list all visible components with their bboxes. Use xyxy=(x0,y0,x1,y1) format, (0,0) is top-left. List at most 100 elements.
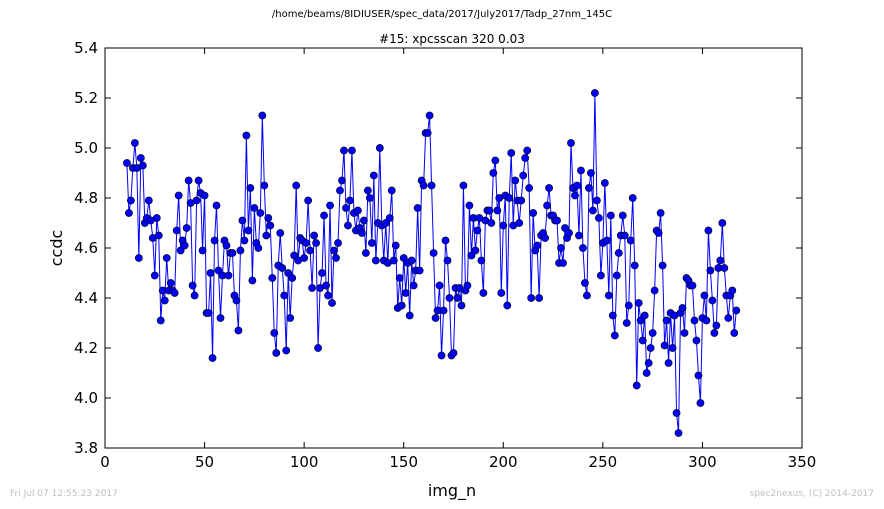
data-point xyxy=(156,316,165,325)
data-point xyxy=(453,294,462,302)
data-point xyxy=(600,179,609,187)
data-point xyxy=(638,336,647,345)
data-point xyxy=(559,259,567,267)
y-tick-label: 3.8 xyxy=(74,439,98,457)
data-point xyxy=(312,239,320,247)
data-point xyxy=(166,279,175,287)
data-point xyxy=(589,206,597,215)
data-point xyxy=(608,311,617,320)
chart-title: #15: xpcsscan 320 0.03 xyxy=(379,32,525,46)
data-point xyxy=(385,214,394,222)
footer-timestamp: Fri Jul 07 12:55:23 2017 xyxy=(10,489,118,499)
data-point xyxy=(680,329,689,337)
data-point xyxy=(250,204,259,212)
data-point xyxy=(216,314,225,322)
data-point xyxy=(596,271,605,280)
y-tick-label: 4.0 xyxy=(74,389,98,407)
data-point xyxy=(397,301,406,310)
data-point xyxy=(258,111,267,120)
y-tick-label: 4.4 xyxy=(74,289,98,307)
data-point xyxy=(712,321,721,330)
data-point xyxy=(136,154,145,162)
series-line xyxy=(126,92,737,434)
data-point xyxy=(730,329,739,337)
data-point xyxy=(493,206,502,215)
data-point xyxy=(720,264,729,272)
data-point xyxy=(587,169,595,177)
data-point xyxy=(423,129,432,137)
data-point xyxy=(240,236,249,245)
data-point xyxy=(732,306,741,315)
data-point xyxy=(612,271,621,280)
data-point xyxy=(604,291,613,300)
data-point xyxy=(710,329,719,337)
data-point xyxy=(523,146,532,155)
data-point xyxy=(369,171,378,180)
data-point xyxy=(630,261,639,270)
data-point xyxy=(389,256,398,265)
data-point xyxy=(457,301,466,310)
data-point xyxy=(533,241,542,250)
data-point xyxy=(429,249,438,257)
data-point xyxy=(515,219,524,227)
data-point xyxy=(371,256,380,265)
data-point xyxy=(592,196,601,205)
data-point xyxy=(439,306,448,315)
data-point xyxy=(282,346,291,355)
data-point xyxy=(497,289,506,297)
data-point xyxy=(702,316,711,325)
data-point xyxy=(445,294,454,302)
data-point xyxy=(395,274,404,282)
figure-suptitle: /home/beams/8IDIUSER/spec_data/2017/July… xyxy=(271,9,613,20)
data-point xyxy=(304,196,313,205)
data-point xyxy=(348,146,356,155)
data-point xyxy=(622,319,631,327)
data-point xyxy=(594,214,603,222)
data-point xyxy=(614,249,623,257)
data-point xyxy=(206,269,215,277)
data-point xyxy=(138,161,147,170)
data-point xyxy=(308,284,317,292)
data-point xyxy=(210,236,219,245)
x-tick-label: 250 xyxy=(589,453,618,471)
data-point xyxy=(477,256,486,265)
data-point xyxy=(507,149,516,157)
data-point xyxy=(634,299,643,307)
data-point xyxy=(575,231,583,240)
data-point xyxy=(642,369,651,377)
data-point xyxy=(658,261,667,270)
data-point xyxy=(336,186,344,195)
data-point xyxy=(320,211,328,220)
data-point xyxy=(318,269,326,277)
data-point xyxy=(644,359,653,367)
x-tick-label: 300 xyxy=(688,453,717,471)
data-point xyxy=(435,281,444,290)
data-point xyxy=(248,276,257,285)
data-point xyxy=(678,304,687,312)
data-point xyxy=(543,201,551,210)
data-point xyxy=(527,294,536,302)
data-point xyxy=(180,241,189,250)
data-point xyxy=(620,231,629,240)
data-point xyxy=(264,214,273,222)
data-point xyxy=(694,371,703,380)
data-point xyxy=(363,186,372,195)
data-point xyxy=(198,246,207,255)
data-point xyxy=(334,239,342,247)
data-point xyxy=(192,196,201,205)
data-point xyxy=(656,209,665,217)
data-point xyxy=(262,231,271,240)
data-point xyxy=(288,274,297,282)
data-point xyxy=(292,181,301,190)
data-point xyxy=(700,291,709,300)
data-point xyxy=(208,354,217,362)
data-point xyxy=(194,176,203,185)
data-point xyxy=(130,139,139,147)
data-point xyxy=(724,314,733,322)
data-point xyxy=(427,181,436,190)
data-point xyxy=(300,254,309,262)
data-point xyxy=(286,314,295,322)
data-point xyxy=(272,349,281,357)
data-point xyxy=(535,294,544,302)
